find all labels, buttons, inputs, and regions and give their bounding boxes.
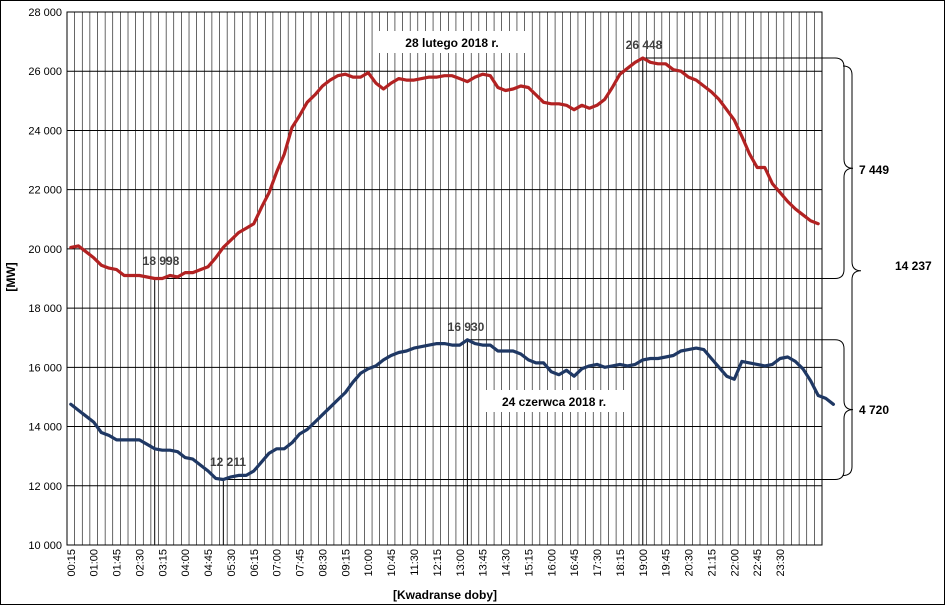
- x-tick-label: 01:00: [89, 549, 101, 577]
- jun-range-label: 4 720: [859, 403, 889, 417]
- x-tick-label: 03:15: [157, 549, 169, 577]
- x-tick-label: 08:30: [317, 549, 329, 577]
- x-tick-label: 10:45: [386, 549, 398, 577]
- x-tick-label: 04:00: [180, 549, 192, 577]
- range-brace: [834, 339, 854, 481]
- x-tick-labels: 00:15 01:00 01:45 02:30 03:15 04:00 04:45 05:30…: [66, 549, 787, 577]
- x-tick-label: 12:15: [432, 549, 444, 577]
- y-tick-label: 22 000: [28, 185, 62, 197]
- x-tick-label: 05:30: [226, 549, 238, 577]
- x-tick-label: 16:00: [546, 549, 558, 577]
- x-tick-label: 16:45: [569, 549, 581, 577]
- x-tick-label: 22:00: [729, 549, 741, 577]
- reference-lines: [154, 57, 835, 545]
- series-lines: [69, 56, 836, 482]
- x-tick-label: 19:00: [638, 549, 650, 577]
- x-tick-label: 15:15: [523, 549, 535, 577]
- total-range-label: 14 237: [895, 259, 932, 273]
- range-braces: [834, 57, 862, 481]
- feb-title-box: [378, 31, 526, 53]
- x-tick-label: 11:30: [409, 549, 421, 576]
- x-tick-label: 00:15: [66, 549, 78, 577]
- series-line-1: [69, 338, 836, 482]
- jun-min-label: 12 211: [210, 455, 246, 469]
- x-tick-label: 04:45: [203, 549, 215, 577]
- jun-title-box: [483, 390, 625, 412]
- feb-range-label: 7 449: [859, 163, 889, 177]
- x-axis-title: [Kwadranse doby]: [393, 588, 497, 602]
- range-brace: [834, 57, 854, 279]
- x-tick-label: 17:30: [592, 549, 604, 577]
- x-tick-label: 02:30: [134, 549, 146, 577]
- jun-series-label: 24 czerwca 2018 r.: [502, 395, 606, 409]
- y-tick-label: 18 000: [28, 303, 62, 315]
- feb-min-label: 18 998: [143, 254, 180, 268]
- y-tick-label: 26 000: [28, 66, 62, 78]
- y-tick-label: 16 000: [28, 362, 62, 374]
- x-tick-label: 07:45: [295, 549, 307, 577]
- x-tick-label: 13:00: [455, 549, 467, 577]
- x-tick-label: 22:45: [752, 549, 764, 577]
- feb-series-label: 28 lutego 2018 r.: [405, 36, 498, 50]
- y-tick-label: 24 000: [28, 125, 62, 137]
- y-tick-label: 10 000: [28, 540, 62, 552]
- x-tick-label: 09:15: [340, 549, 352, 577]
- x-tick-label: 07:00: [272, 549, 284, 577]
- y-tick-label: 28 000: [28, 7, 62, 19]
- x-tick-label: 06:15: [249, 549, 261, 577]
- y-tick-label: 12 000: [28, 481, 62, 493]
- range-brace: [842, 65, 862, 477]
- series-line-0: [69, 56, 820, 281]
- x-tick-label: 13:45: [478, 549, 490, 577]
- y-tick-labels: 10 000 12 000 14 000 16 000 18 000 20 000 22 0…: [28, 7, 62, 552]
- y-tick-label: 20 000: [28, 244, 62, 256]
- x-tick-label: 14:30: [501, 549, 513, 577]
- y-axis-title: [MW]: [4, 262, 18, 291]
- jun-max-label: 16 930: [448, 320, 485, 334]
- x-tick-label: 20:30: [684, 549, 696, 577]
- x-tick-label: 23:30: [775, 549, 787, 577]
- x-tick-label: 18:15: [615, 549, 627, 577]
- feb-max-label: 26 448: [626, 38, 663, 52]
- x-tick-label: 21:15: [706, 549, 718, 577]
- x-tick-label: 10:00: [363, 549, 375, 577]
- y-tick-label: 14 000: [28, 422, 62, 434]
- x-tick-label: 19:45: [661, 549, 673, 577]
- x-tick-label: 01:45: [112, 549, 124, 577]
